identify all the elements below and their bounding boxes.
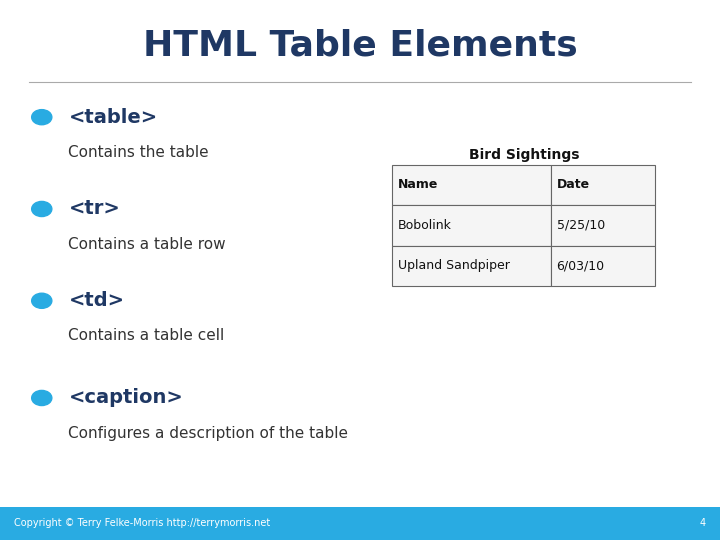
Circle shape [32, 110, 52, 125]
Text: Contains the table: Contains the table [68, 145, 209, 160]
Text: <caption>: <caption> [68, 388, 183, 408]
Bar [551, 246, 655, 286]
Bar [392, 246, 551, 286]
Text: 4: 4 [699, 518, 706, 528]
Text: Bird Sightings: Bird Sightings [469, 148, 579, 162]
Circle shape [32, 390, 52, 406]
Text: <table>: <table> [68, 107, 158, 127]
Text: HTML Table Elements: HTML Table Elements [143, 29, 577, 63]
Bar [392, 165, 551, 205]
Text: Contains a table row: Contains a table row [68, 237, 226, 252]
Text: Date: Date [557, 178, 590, 192]
Bar [551, 205, 655, 246]
Circle shape [32, 293, 52, 308]
Text: <tr>: <tr> [68, 199, 120, 219]
Text: Name: Name [398, 178, 438, 192]
Text: Configures a description of the table: Configures a description of the table [68, 426, 348, 441]
Text: 6/03/10: 6/03/10 [557, 259, 605, 273]
Bar [551, 165, 655, 205]
Text: Contains a table cell: Contains a table cell [68, 328, 225, 343]
Text: Copyright © Terry Felke-Morris http://terrymorris.net: Copyright © Terry Felke-Morris http://te… [14, 518, 271, 528]
Bar [0, 507, 720, 540]
Circle shape [32, 201, 52, 217]
Text: Upland Sandpiper: Upland Sandpiper [398, 259, 510, 273]
Text: Bobolink: Bobolink [398, 219, 452, 232]
Bar [392, 205, 551, 246]
Text: <td>: <td> [68, 291, 125, 310]
Text: 5/25/10: 5/25/10 [557, 219, 605, 232]
